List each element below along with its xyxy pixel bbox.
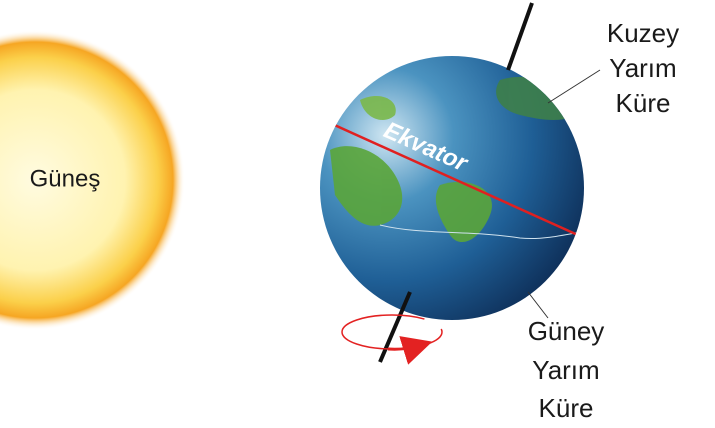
equator <box>329 121 581 238</box>
north-label: Yarım <box>609 53 676 83</box>
leader-north <box>547 69 601 104</box>
axis-top <box>506 2 534 71</box>
south-label: Güney <box>528 316 605 346</box>
north-label: Kuzey <box>607 18 679 48</box>
sun <box>0 30 185 330</box>
earth: Ekvator <box>320 56 584 320</box>
rotation-arrow <box>387 336 433 365</box>
north-label: Küre <box>616 88 671 118</box>
south-label: Yarım <box>532 355 599 385</box>
axis-bottom <box>378 291 412 363</box>
leader-south <box>527 291 549 319</box>
sun-label: Güneş <box>30 165 101 192</box>
south-label: Küre <box>539 393 594 423</box>
